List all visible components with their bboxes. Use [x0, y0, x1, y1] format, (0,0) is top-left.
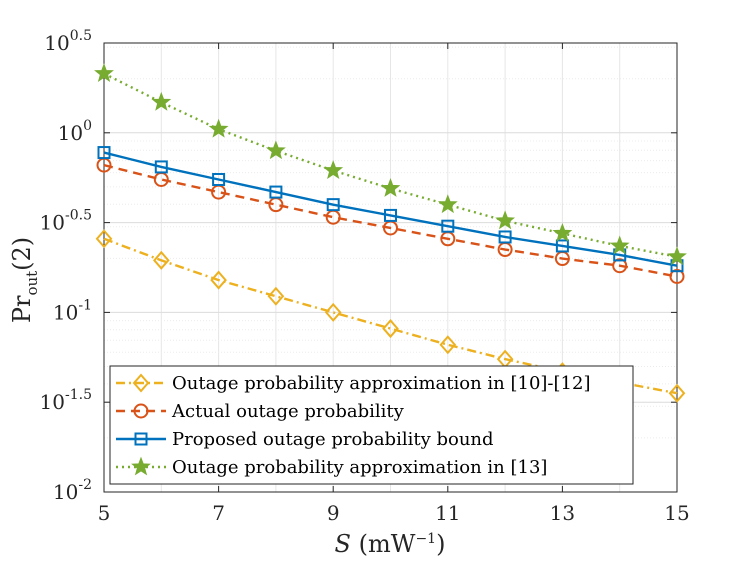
data-point: [441, 219, 455, 233]
data-point: [208, 118, 229, 138]
plot-frame: [103, 42, 678, 493]
data-point: [151, 91, 172, 111]
x-tick-label: 5: [98, 501, 111, 525]
data-point: [265, 140, 286, 160]
legend-entry: Outage probability approximation in [13]: [116, 456, 547, 478]
data-point: [212, 172, 226, 186]
legend-entry: Proposed outage probability bound: [116, 429, 494, 450]
legend-label: Actual outage probability: [171, 401, 405, 422]
legend-label: Outage probability approximation in [10]…: [172, 373, 590, 394]
x-axis-label: S (mW−1): [335, 530, 446, 558]
legend-label: Proposed outage probability bound: [172, 429, 494, 450]
data-point: [95, 229, 113, 249]
data-point: [210, 270, 227, 290]
data-point: [324, 302, 342, 322]
y-tick-labels: 100.5 100 10-0.5 10-1 10-1.5 10-2: [40, 28, 92, 504]
series-layer: [94, 63, 687, 403]
data-point: [439, 335, 457, 355]
data-point: [437, 194, 458, 214]
data-point: [267, 286, 285, 306]
legend: Outage probability approximation in [10]…: [109, 365, 634, 485]
legend-marker: [131, 456, 151, 476]
x-tick-labels: 5 7 9 11 13 15: [98, 501, 690, 525]
data-point: [669, 268, 685, 284]
legend-entry: Outage probability approximation in [10]…: [116, 373, 590, 394]
legend-marker: [134, 432, 148, 446]
x-tick-label: 9: [327, 501, 340, 525]
data-point: [609, 235, 630, 255]
legend-label: Outage probability approximation in [13]: [172, 457, 547, 478]
legend-marker: [132, 373, 150, 393]
series-line: [103, 163, 678, 278]
y-tick-label: 10-1: [53, 297, 92, 324]
series-line: [103, 151, 678, 267]
data-point: [552, 222, 573, 242]
data-point: [326, 198, 340, 212]
data-point: [555, 239, 569, 253]
data-point: [323, 160, 344, 179]
y-tick-label: 10-1.5: [40, 387, 92, 414]
legend-entry: Actual outage probability: [116, 401, 405, 422]
y-tick-label: 100.5: [44, 28, 92, 55]
legend-box: [109, 365, 634, 485]
data-point: [498, 230, 512, 244]
legend-marker: [133, 403, 149, 419]
data-point: [152, 250, 170, 270]
data-point: [269, 185, 283, 199]
x-tick-label: 11: [435, 501, 460, 525]
data-point: [495, 210, 516, 230]
series-4: [94, 63, 687, 266]
x-tick-label: 7: [212, 501, 225, 525]
y-tick-label: 10-0.5: [40, 208, 92, 235]
data-point: [94, 63, 114, 82]
data-point: [384, 208, 397, 222]
data-point: [612, 258, 628, 274]
data-point: [668, 383, 686, 403]
data-point: [667, 246, 687, 266]
y-tick-label: 100: [58, 118, 92, 145]
series-3: [97, 146, 684, 273]
y-tick-label: 10-2: [53, 477, 92, 504]
data-point: [97, 146, 111, 160]
x-tick-label: 13: [550, 501, 575, 525]
data-point: [380, 178, 401, 197]
data-point: [154, 160, 168, 174]
data-point: [382, 319, 399, 339]
tick-marks: [103, 42, 678, 493]
y-axis-label: Prout(2): [8, 237, 41, 323]
x-tick-label: 15: [664, 501, 689, 525]
